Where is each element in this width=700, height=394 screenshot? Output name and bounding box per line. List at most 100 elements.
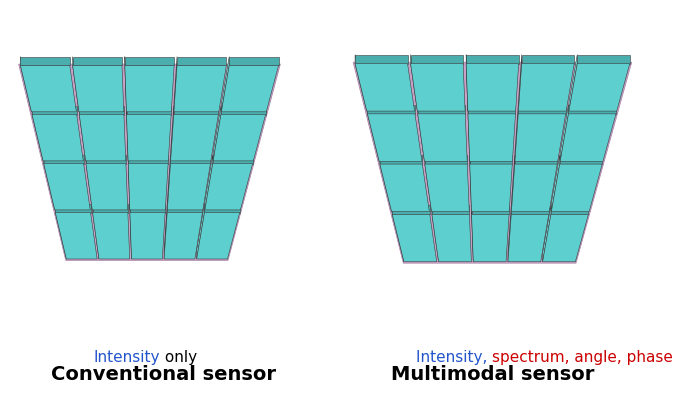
Polygon shape — [20, 65, 76, 112]
Polygon shape — [79, 106, 85, 161]
Polygon shape — [560, 155, 602, 164]
Polygon shape — [466, 63, 519, 111]
Polygon shape — [125, 65, 174, 112]
Polygon shape — [568, 105, 616, 114]
Text: Intensity,: Intensity, — [416, 350, 492, 365]
Polygon shape — [86, 155, 92, 210]
Polygon shape — [130, 204, 165, 213]
Polygon shape — [355, 63, 414, 111]
Polygon shape — [221, 106, 265, 115]
Polygon shape — [508, 214, 549, 262]
Polygon shape — [125, 57, 174, 65]
Polygon shape — [43, 155, 83, 164]
Polygon shape — [472, 205, 509, 214]
Polygon shape — [368, 114, 422, 161]
Polygon shape — [519, 55, 522, 111]
Polygon shape — [128, 155, 168, 164]
Polygon shape — [515, 114, 566, 161]
Polygon shape — [569, 55, 577, 111]
Bar — [377, 391, 386, 394]
Polygon shape — [418, 105, 424, 161]
Polygon shape — [43, 155, 55, 210]
Polygon shape — [174, 106, 218, 115]
Polygon shape — [511, 205, 549, 214]
Polygon shape — [125, 57, 127, 112]
Bar — [365, 381, 376, 389]
Polygon shape — [171, 155, 211, 164]
Polygon shape — [470, 164, 512, 212]
Polygon shape — [512, 155, 514, 212]
Polygon shape — [551, 205, 589, 214]
Polygon shape — [468, 105, 470, 161]
Polygon shape — [167, 204, 202, 213]
Polygon shape — [197, 204, 204, 259]
Polygon shape — [355, 55, 407, 63]
Polygon shape — [20, 57, 32, 112]
Text: Multimodal sensor: Multimodal sensor — [391, 365, 594, 384]
Polygon shape — [432, 214, 471, 262]
Polygon shape — [130, 213, 165, 259]
Polygon shape — [552, 155, 560, 212]
Polygon shape — [432, 205, 439, 262]
Polygon shape — [32, 115, 83, 161]
Text: Intensity: Intensity — [93, 350, 160, 365]
Polygon shape — [380, 164, 429, 212]
Polygon shape — [560, 105, 568, 161]
Polygon shape — [164, 213, 202, 259]
Polygon shape — [19, 64, 280, 260]
Polygon shape — [164, 204, 167, 259]
Polygon shape — [167, 164, 211, 210]
Polygon shape — [73, 57, 79, 112]
Polygon shape — [470, 155, 512, 164]
Polygon shape — [127, 106, 171, 115]
Circle shape — [373, 390, 386, 394]
Polygon shape — [508, 205, 511, 262]
Polygon shape — [542, 205, 551, 262]
Polygon shape — [515, 105, 518, 161]
Polygon shape — [92, 213, 130, 259]
Polygon shape — [128, 164, 168, 210]
Polygon shape — [130, 204, 132, 259]
Polygon shape — [214, 106, 221, 161]
Polygon shape — [472, 214, 509, 262]
Polygon shape — [368, 105, 379, 161]
Polygon shape — [92, 204, 99, 259]
Polygon shape — [470, 155, 472, 212]
Polygon shape — [73, 65, 124, 112]
Polygon shape — [425, 155, 431, 212]
Polygon shape — [127, 106, 128, 161]
Polygon shape — [221, 57, 229, 112]
Polygon shape — [466, 55, 468, 111]
Polygon shape — [569, 63, 630, 111]
Polygon shape — [411, 55, 463, 63]
Polygon shape — [55, 204, 66, 259]
Polygon shape — [86, 164, 128, 210]
Polygon shape — [432, 205, 470, 214]
Polygon shape — [204, 204, 239, 213]
Polygon shape — [174, 65, 226, 112]
Polygon shape — [542, 214, 589, 262]
Polygon shape — [522, 55, 574, 63]
Text: Conventional sensor: Conventional sensor — [51, 365, 276, 384]
Polygon shape — [392, 205, 404, 262]
Polygon shape — [418, 114, 467, 161]
Polygon shape — [174, 57, 177, 112]
Polygon shape — [128, 155, 130, 210]
Polygon shape — [472, 205, 473, 262]
Bar — [380, 387, 402, 394]
Polygon shape — [73, 57, 122, 65]
Polygon shape — [32, 106, 43, 161]
Polygon shape — [418, 105, 466, 114]
Polygon shape — [392, 214, 437, 262]
Polygon shape — [214, 115, 265, 161]
Text: only: only — [160, 350, 197, 365]
Polygon shape — [205, 164, 253, 210]
Polygon shape — [425, 164, 469, 212]
Polygon shape — [177, 57, 226, 65]
Polygon shape — [560, 114, 616, 161]
Polygon shape — [466, 55, 519, 63]
Polygon shape — [354, 62, 631, 263]
Polygon shape — [380, 155, 391, 212]
Polygon shape — [197, 213, 239, 259]
Polygon shape — [32, 106, 77, 115]
